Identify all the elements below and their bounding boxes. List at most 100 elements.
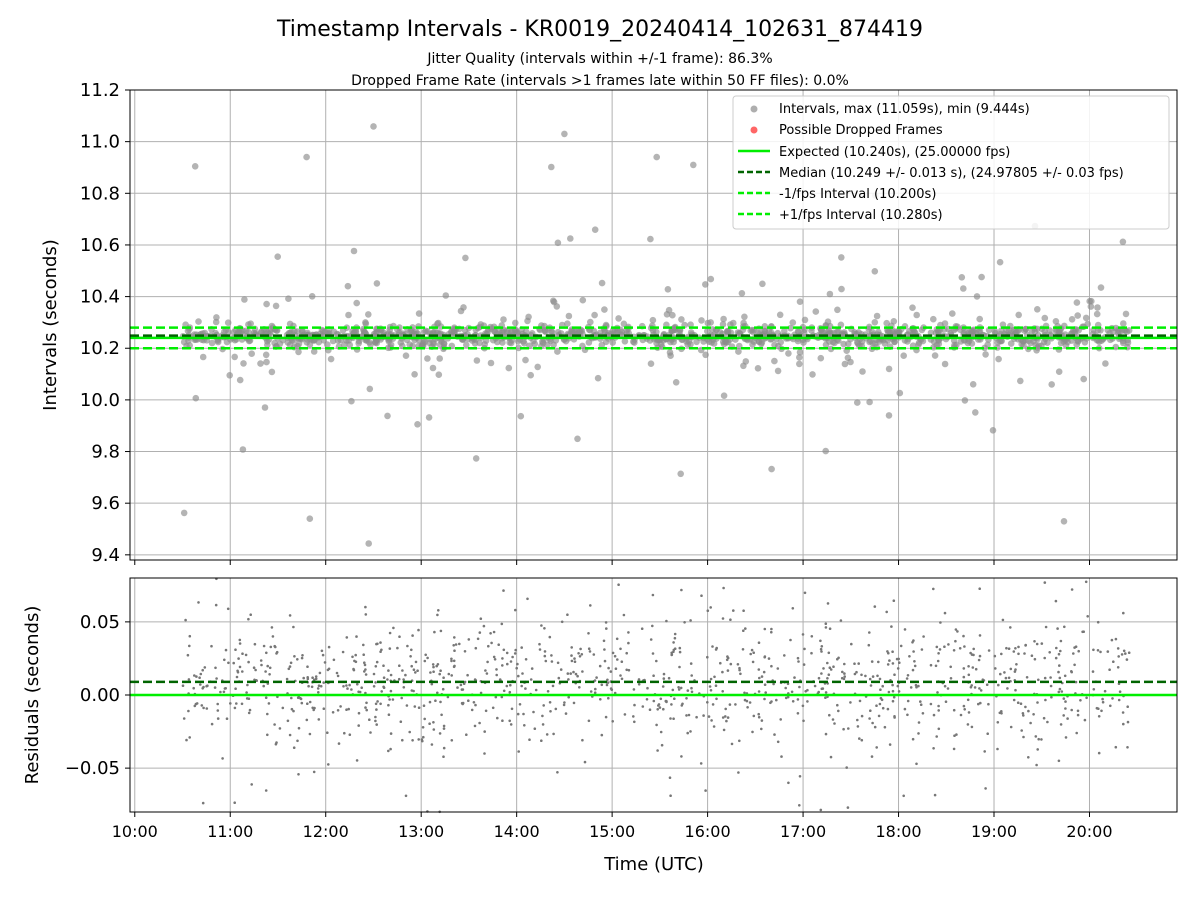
residual-point	[193, 674, 196, 677]
residual-point	[677, 686, 680, 689]
interval-point	[1123, 328, 1131, 336]
residual-point	[937, 704, 940, 708]
interval-point	[649, 316, 657, 324]
residual-point	[598, 664, 602, 668]
interval-point	[329, 337, 337, 345]
interval-point	[799, 323, 807, 331]
residual-point	[846, 806, 850, 809]
residual-point	[738, 666, 741, 670]
interval-point	[180, 338, 188, 346]
residual-point	[520, 646, 523, 649]
residual-point	[917, 684, 920, 688]
interval-point	[981, 344, 988, 352]
residual-point	[702, 714, 705, 717]
interval-point	[303, 153, 310, 161]
residual-point	[1076, 709, 1080, 713]
residual-point	[287, 667, 291, 671]
residual-point	[549, 710, 552, 713]
residual-point	[389, 732, 393, 735]
residual-point	[917, 732, 920, 735]
residual-point	[662, 672, 666, 676]
residual-point	[336, 674, 340, 678]
interval-point	[808, 327, 815, 334]
residual-point	[274, 645, 277, 649]
interval-point	[598, 279, 606, 287]
residual-point	[502, 689, 506, 693]
residual-point	[365, 708, 369, 712]
residual-point	[850, 642, 853, 646]
residual-point	[401, 669, 404, 672]
residual-point	[1003, 671, 1006, 674]
residual-point	[264, 696, 268, 699]
residual-point	[962, 667, 966, 670]
residual-point	[763, 655, 766, 659]
residual-point	[978, 654, 982, 658]
residual-point	[326, 668, 330, 672]
residual-point	[422, 735, 425, 739]
residual-point	[374, 665, 378, 668]
residual-point	[355, 759, 359, 762]
residual-point	[426, 656, 429, 660]
residual-point	[188, 634, 192, 638]
residual-point	[669, 717, 672, 720]
x-tick-label: 19:00	[971, 822, 1017, 841]
residual-point	[744, 627, 747, 630]
residual-point	[820, 645, 824, 648]
interval-point	[665, 306, 673, 314]
residual-point	[583, 760, 587, 764]
residual-point	[936, 659, 940, 663]
interval-point	[1007, 340, 1015, 347]
residual-point	[364, 605, 367, 609]
residual-point	[843, 662, 846, 666]
residual-point	[1064, 700, 1067, 703]
residual-point	[974, 667, 978, 671]
residual-point	[501, 657, 504, 660]
residual-point	[466, 673, 469, 677]
residual-point	[1000, 652, 1003, 656]
residual-point	[700, 594, 703, 597]
interval-point	[735, 348, 742, 355]
residual-point	[572, 670, 575, 674]
residual-point	[202, 706, 205, 710]
residual-point	[357, 711, 361, 715]
residual-point	[1066, 717, 1069, 720]
residual-point	[750, 648, 754, 652]
interval-point	[515, 344, 522, 352]
residual-point	[929, 663, 933, 667]
residual-point	[485, 672, 489, 675]
residual-point	[651, 624, 654, 628]
interval-point	[315, 338, 323, 346]
residual-point	[970, 725, 974, 729]
residual-point	[722, 586, 725, 590]
residual-point	[319, 684, 323, 688]
interval-point	[1061, 322, 1068, 330]
residual-point	[933, 793, 937, 797]
residual-point	[671, 688, 675, 692]
residual-point	[798, 685, 801, 689]
interval-point	[436, 355, 444, 362]
interval-point	[402, 352, 410, 360]
interval-point	[308, 293, 316, 300]
residual-point	[398, 635, 401, 638]
interval-point	[199, 353, 207, 361]
residual-point	[1120, 653, 1124, 656]
residual-point	[791, 700, 795, 703]
residual-point	[721, 716, 725, 719]
residual-point	[860, 738, 864, 742]
residual-point	[877, 714, 881, 718]
residual-point	[641, 705, 645, 708]
residual-point	[978, 634, 982, 637]
residual-point	[1040, 738, 1043, 741]
residual-point	[721, 670, 724, 674]
interval-point	[824, 329, 831, 336]
residual-point	[1074, 680, 1078, 684]
residual-point	[517, 750, 520, 753]
residual-point	[943, 645, 946, 648]
interval-point	[1015, 311, 1022, 319]
residual-point	[857, 662, 860, 665]
interval-point	[759, 280, 766, 288]
residual-point	[572, 701, 576, 705]
residual-point	[1083, 718, 1087, 722]
residual-point	[331, 711, 335, 714]
